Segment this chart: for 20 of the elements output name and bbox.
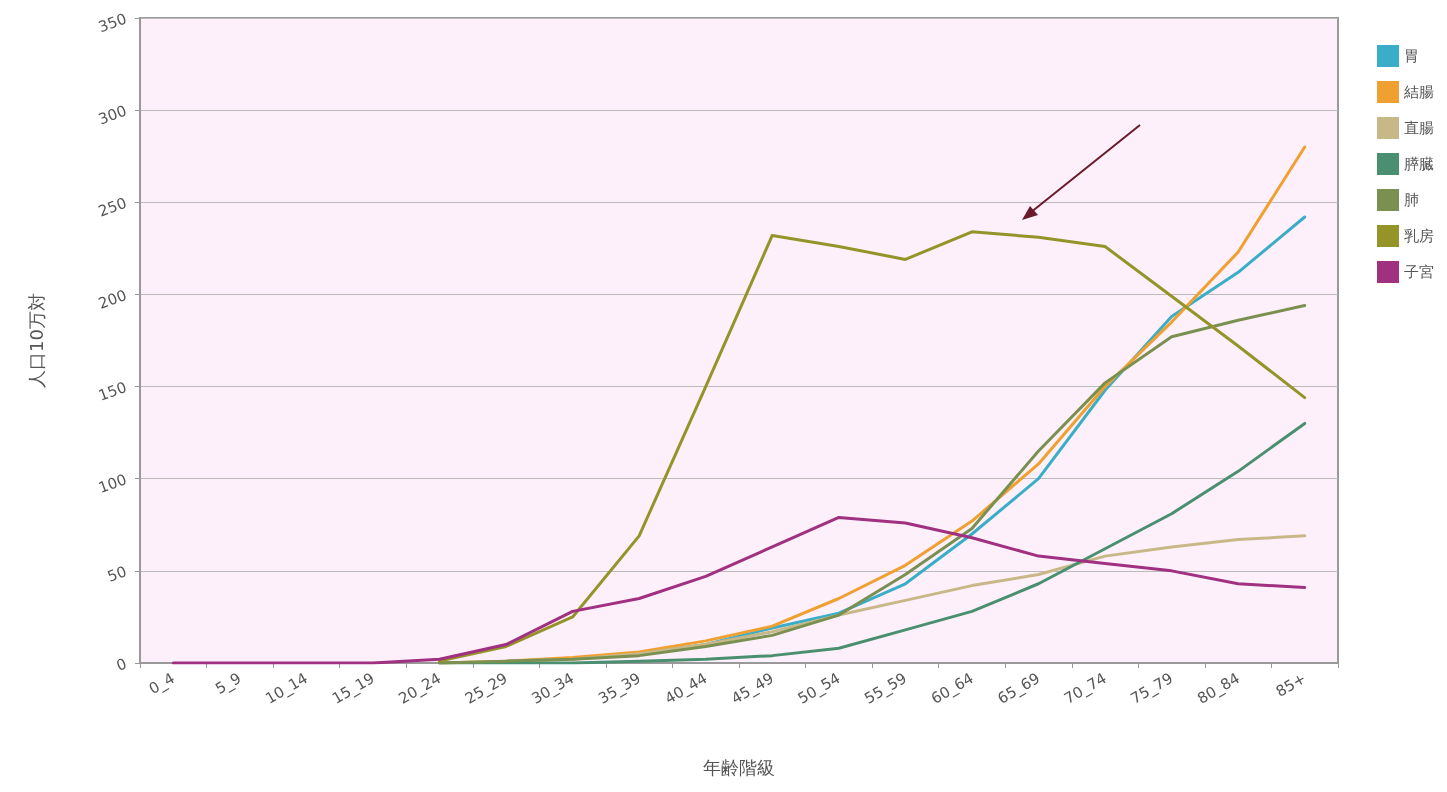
x-tick-label: 85+ — [1272, 669, 1310, 701]
legend-label: 肺 — [1404, 191, 1419, 209]
y-axis-title: 人口10万対 — [25, 293, 47, 388]
y-tick-label: 150 — [96, 378, 130, 405]
x-axis-title: 年齢階級 — [703, 756, 775, 778]
y-tick-label: 250 — [96, 193, 130, 221]
y-tick-label: 50 — [104, 562, 130, 586]
y-tick-label: 100 — [96, 470, 130, 497]
y-tick-label: 300 — [96, 101, 130, 129]
legend-label: 胃 — [1404, 47, 1419, 65]
y-tick-label: 0 — [113, 654, 130, 675]
x-tick-label: 5_9 — [212, 669, 245, 699]
x-tick-label: 0_4 — [145, 669, 179, 699]
y-tick-label: 200 — [96, 285, 130, 313]
legend-label: 直腸 — [1404, 119, 1434, 137]
legend-label: 子宮 — [1404, 263, 1434, 281]
y-tick-label: 350 — [96, 9, 130, 37]
legend-label: 結腸 — [1403, 83, 1434, 101]
legend-label: 乳房 — [1404, 227, 1434, 245]
legend-label: 膵臓 — [1404, 155, 1434, 173]
